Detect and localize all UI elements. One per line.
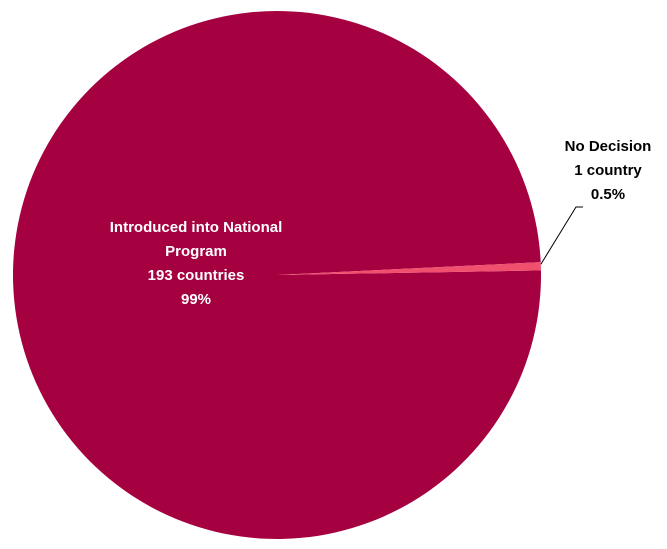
slice-label-introduced-line-3: 193 countries (148, 267, 245, 284)
slice-label-no-decision-line-2: 1 country (574, 162, 642, 179)
slice-label-no-decision-line-1: No Decision (565, 138, 652, 155)
pie-slice-introduced (13, 11, 541, 540)
slice-label-introduced-line-4: 99% (181, 291, 211, 308)
leader-lines-layer (540, 206, 583, 265)
labels-layer: Introduced into National Program 193 count… (110, 138, 652, 308)
leader-line-no-decision (540, 206, 583, 265)
slice-label-introduced-line-1: Introduced into National (110, 219, 283, 236)
slice-label-no-decision-line-3: 0.5% (591, 186, 625, 203)
slices-layer (13, 11, 541, 540)
pie-slice-no-decision (277, 262, 541, 275)
slice-label-introduced-line-2: Program (165, 243, 227, 260)
